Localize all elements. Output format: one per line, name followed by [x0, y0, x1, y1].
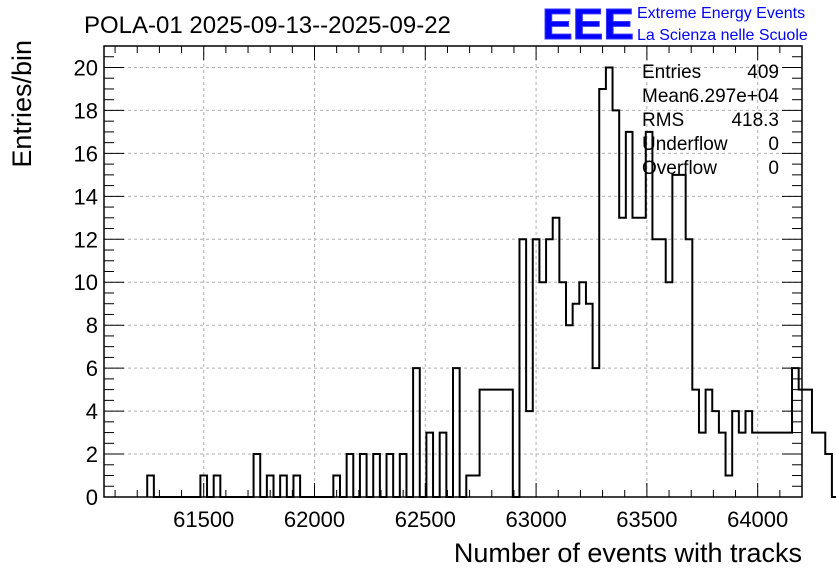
y-tick-label: 8	[86, 313, 98, 338]
stats-label: Underflow	[642, 134, 728, 155]
x-tick-label: 62000	[284, 507, 345, 532]
axis-ticks	[104, 45, 803, 498]
y-tick-label: 10	[74, 270, 98, 295]
x-tick-labels: 61500 62000 62500 63000 63500 64000	[173, 507, 788, 532]
y-tick-label: 12	[74, 227, 98, 252]
y-tick-label: 16	[74, 141, 98, 166]
y-tick-label: 0	[86, 485, 98, 510]
y-tick-label: 18	[74, 98, 98, 123]
stats-label: Overflow	[642, 158, 717, 179]
y-tick-labels: 0 2 4 6 8 10 12 14 16 18 20	[74, 55, 98, 510]
x-tick-label: 63000	[506, 507, 567, 532]
logo-mark: EEE	[542, 0, 634, 49]
y-tick-label: 14	[74, 184, 98, 209]
x-tick-label: 64000	[727, 507, 788, 532]
chart-title: POLA-01 2025-09-13--2025-09-22	[84, 12, 451, 39]
stats-value: 6.297e+04	[689, 86, 780, 107]
stats-value: 409	[747, 62, 779, 83]
x-tick-label: 61500	[173, 507, 234, 532]
y-tick-label: 2	[86, 442, 98, 467]
stats-label: Entries	[642, 62, 701, 83]
y-axis-label: Entries/bin	[7, 40, 37, 168]
y-tick-label: 20	[74, 55, 98, 80]
stats-label: RMS	[642, 110, 684, 131]
stats-value: 0	[768, 134, 779, 155]
logo-line-1: Extreme Energy Events	[637, 5, 805, 22]
x-tick-label: 62500	[395, 507, 456, 532]
stats-label: Mean	[642, 86, 690, 107]
stats-value: 0	[768, 158, 779, 179]
x-axis-label: Number of events with tracks	[454, 538, 802, 568]
eee-logo: EEE Extreme Energy Events La Scienza nel…	[542, 0, 808, 50]
logo-line-2: La Scienza nelle Scuole	[637, 27, 808, 44]
stats-value: 418.3	[731, 110, 779, 131]
y-tick-label: 6	[86, 356, 98, 381]
y-tick-label: 4	[86, 399, 98, 424]
x-tick-label: 63500	[616, 507, 677, 532]
histogram-series	[146, 66, 836, 498]
